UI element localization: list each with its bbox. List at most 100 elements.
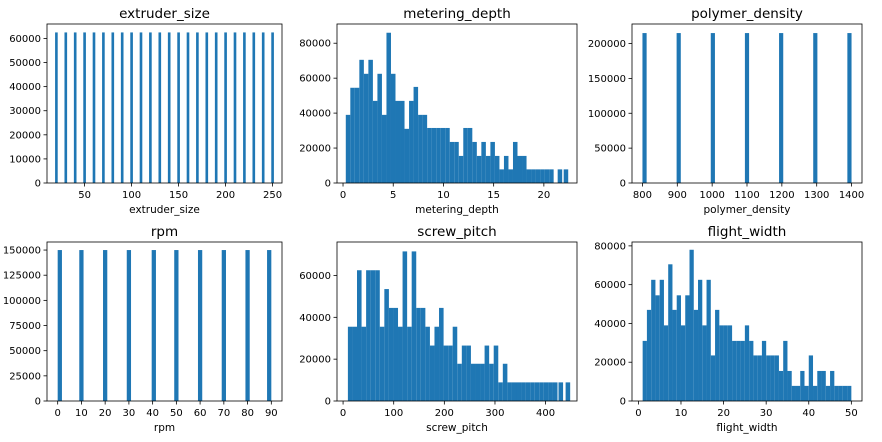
- x-tick-label: 1200: [769, 190, 794, 201]
- histogram-bar: [167, 32, 171, 184]
- histogram-bar: [539, 382, 544, 401]
- histogram-bar: [493, 345, 499, 401]
- y-tick-label: 80000: [594, 241, 626, 252]
- histogram-bar: [685, 295, 690, 401]
- histogram-bar: [445, 127, 450, 183]
- histogram-bar: [130, 32, 133, 184]
- histogram-bar: [531, 169, 536, 183]
- histogram-bar: [366, 270, 371, 401]
- y-tick-label: 60000: [299, 74, 331, 85]
- x-tick-label: 0: [340, 190, 346, 201]
- chart-title: polymer_density: [691, 6, 803, 22]
- histogram-bar: [92, 32, 96, 184]
- histogram-bar: [800, 370, 805, 401]
- x-tick-label: 10: [675, 408, 688, 419]
- histogram-bar: [243, 32, 246, 184]
- histogram-bar: [489, 363, 494, 401]
- histogram-bar: [663, 325, 669, 401]
- histogram-bar: [787, 370, 792, 401]
- histogram-bar: [706, 279, 711, 401]
- histogram-bar: [672, 309, 677, 401]
- subplot-polymer_density: 800 900 1000 1100 1200 1300 1400 0 50000 100000 15…: [588, 6, 864, 216]
- histogram-bar: [847, 385, 852, 401]
- y-tick-label: 30000: [9, 106, 41, 117]
- histogram-bar: [548, 382, 553, 401]
- chart-title: flight_width: [708, 224, 787, 240]
- histogram-bar: [402, 251, 408, 401]
- x-tick-label: 15: [487, 190, 500, 201]
- y-tick-label: 60000: [594, 280, 626, 291]
- x-tick-label: 30: [760, 408, 773, 419]
- plot-frame: [336, 23, 578, 184]
- histogram-bar: [766, 355, 771, 401]
- histogram-bar: [813, 385, 818, 401]
- y-tick-label: 20000: [299, 144, 331, 155]
- histogram-bar: [174, 250, 179, 401]
- histogram-bar: [549, 169, 554, 183]
- histogram-bar: [522, 155, 527, 183]
- histogram-bar: [224, 32, 227, 184]
- histogram-bar: [245, 250, 250, 401]
- y-tick-label: 50000: [9, 346, 41, 357]
- histogram-bar: [736, 340, 741, 401]
- histogram-bar: [379, 326, 385, 401]
- histogram-bar: [526, 169, 532, 183]
- histogram-bar: [498, 382, 503, 401]
- histogram-bar: [390, 73, 396, 183]
- x-axis-label: extruder_size: [129, 204, 200, 216]
- y-tick-label: 0: [620, 179, 626, 190]
- histogram-bar: [425, 326, 430, 401]
- y-tick-label: 60000: [9, 34, 41, 45]
- histogram-bar: [57, 250, 62, 401]
- y-tick-label: 40000: [299, 109, 331, 120]
- histogram-bar: [646, 309, 652, 401]
- histogram-bar: [440, 127, 446, 183]
- histogram-bar: [120, 32, 124, 184]
- histogram-bar: [83, 32, 86, 184]
- histogram-bar: [825, 385, 831, 401]
- subplot-extruder_size: 50 100 150 200 250 0 10000 20000 30000 40000 50000…: [9, 6, 283, 216]
- histogram-bar: [719, 325, 724, 401]
- y-tick-label: 100000: [3, 296, 41, 307]
- histogram-bar: [774, 355, 779, 401]
- histogram-bar: [544, 169, 550, 183]
- y-tick-label: 20000: [594, 358, 626, 369]
- histogram-bar: [261, 32, 265, 184]
- x-tick-label: 1100: [734, 190, 759, 201]
- histogram-bar: [710, 33, 715, 183]
- x-tick-label: 0: [54, 408, 60, 419]
- histogram-bar: [186, 32, 190, 184]
- histogram-bar: [111, 32, 115, 184]
- histogram-bar: [347, 326, 353, 401]
- histogram-bar: [552, 382, 558, 401]
- histogram-bar: [388, 307, 394, 401]
- histogram-bar: [757, 355, 762, 401]
- y-tick-label: 60000: [299, 271, 331, 282]
- x-tick-label: 0: [340, 408, 346, 419]
- histogram-bar: [503, 155, 509, 183]
- histogram-bar: [744, 33, 750, 183]
- histogram-bar: [466, 345, 471, 401]
- y-tick-label: 40000: [594, 319, 626, 330]
- histogram-bar: [377, 73, 382, 183]
- histogram-bar: [139, 32, 143, 184]
- y-tick-label: 100000: [588, 109, 626, 120]
- histogram-bar: [461, 345, 467, 401]
- histogram-bar: [791, 385, 796, 401]
- histogram-bar: [740, 340, 745, 401]
- histogram-bar: [761, 340, 767, 401]
- histogram-bar: [838, 385, 843, 401]
- histogram-bar: [350, 87, 355, 183]
- y-tick-label: 40000: [299, 313, 331, 324]
- histogram-bar: [271, 32, 274, 184]
- histogram-bar: [393, 307, 399, 401]
- x-tick-label: 40: [146, 408, 159, 419]
- histogram-bar: [354, 87, 360, 183]
- x-tick-label: 30: [123, 408, 136, 419]
- histogram-bar: [436, 127, 441, 183]
- x-axis-label: screw_pitch: [426, 422, 488, 434]
- histogram-bar: [467, 127, 473, 183]
- histogram-bar: [530, 382, 535, 401]
- x-axis-label: polymer_density: [704, 204, 791, 216]
- x-tick-label: 1000: [699, 190, 724, 201]
